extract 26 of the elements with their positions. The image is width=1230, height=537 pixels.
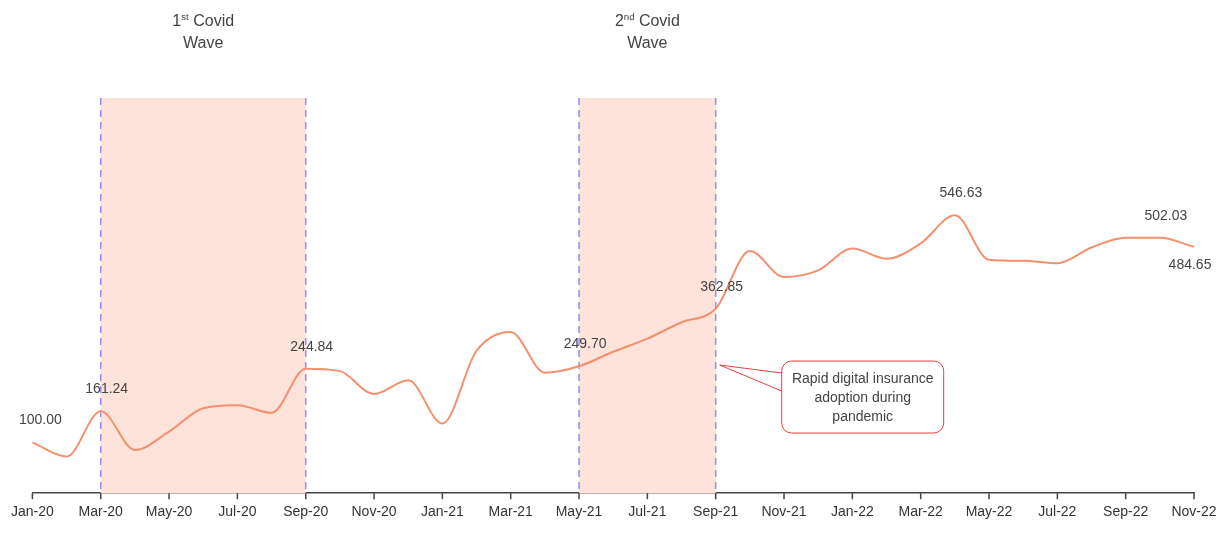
x-tick-label: Mar-21	[488, 503, 534, 520]
x-tick-label: May-21	[555, 503, 603, 520]
x-tick-label: Sep-20	[283, 503, 329, 520]
data-label: 249.70	[563, 335, 607, 352]
data-label: 244.84	[290, 337, 334, 354]
x-tick-label: Jan-21	[420, 503, 464, 520]
x-tick-label: Mar-20	[78, 503, 124, 520]
x-tick-label: Jul-22	[1038, 503, 1077, 520]
x-tick-label: Nov-22	[1171, 503, 1217, 520]
data-label: 100.00	[18, 411, 63, 428]
x-tick-label: Jan-20	[11, 503, 55, 520]
x-tick-label: May-20	[145, 503, 193, 520]
data-label: 161.24	[85, 380, 129, 397]
data-label: 546.63	[939, 184, 983, 201]
x-tick-label: Sep-21	[693, 503, 739, 520]
x-tick-label: Jan-22	[830, 503, 874, 520]
annotation: Rapid digital insurance adoption during pandemic	[791, 370, 934, 425]
data-label: 502.03	[1144, 206, 1188, 223]
x-tick-label: Nov-20	[351, 503, 397, 520]
x-tick-label: Jul-21	[628, 503, 667, 520]
x-tick-label: Nov-21	[761, 503, 807, 520]
x-tick-label: Sep-22	[1103, 503, 1149, 520]
x-tick-label: Jul-20	[218, 503, 257, 520]
data-label: 484.65	[1168, 255, 1212, 272]
x-tick-label: May-22	[965, 503, 1013, 520]
x-tick-label: Mar-22	[898, 503, 944, 520]
